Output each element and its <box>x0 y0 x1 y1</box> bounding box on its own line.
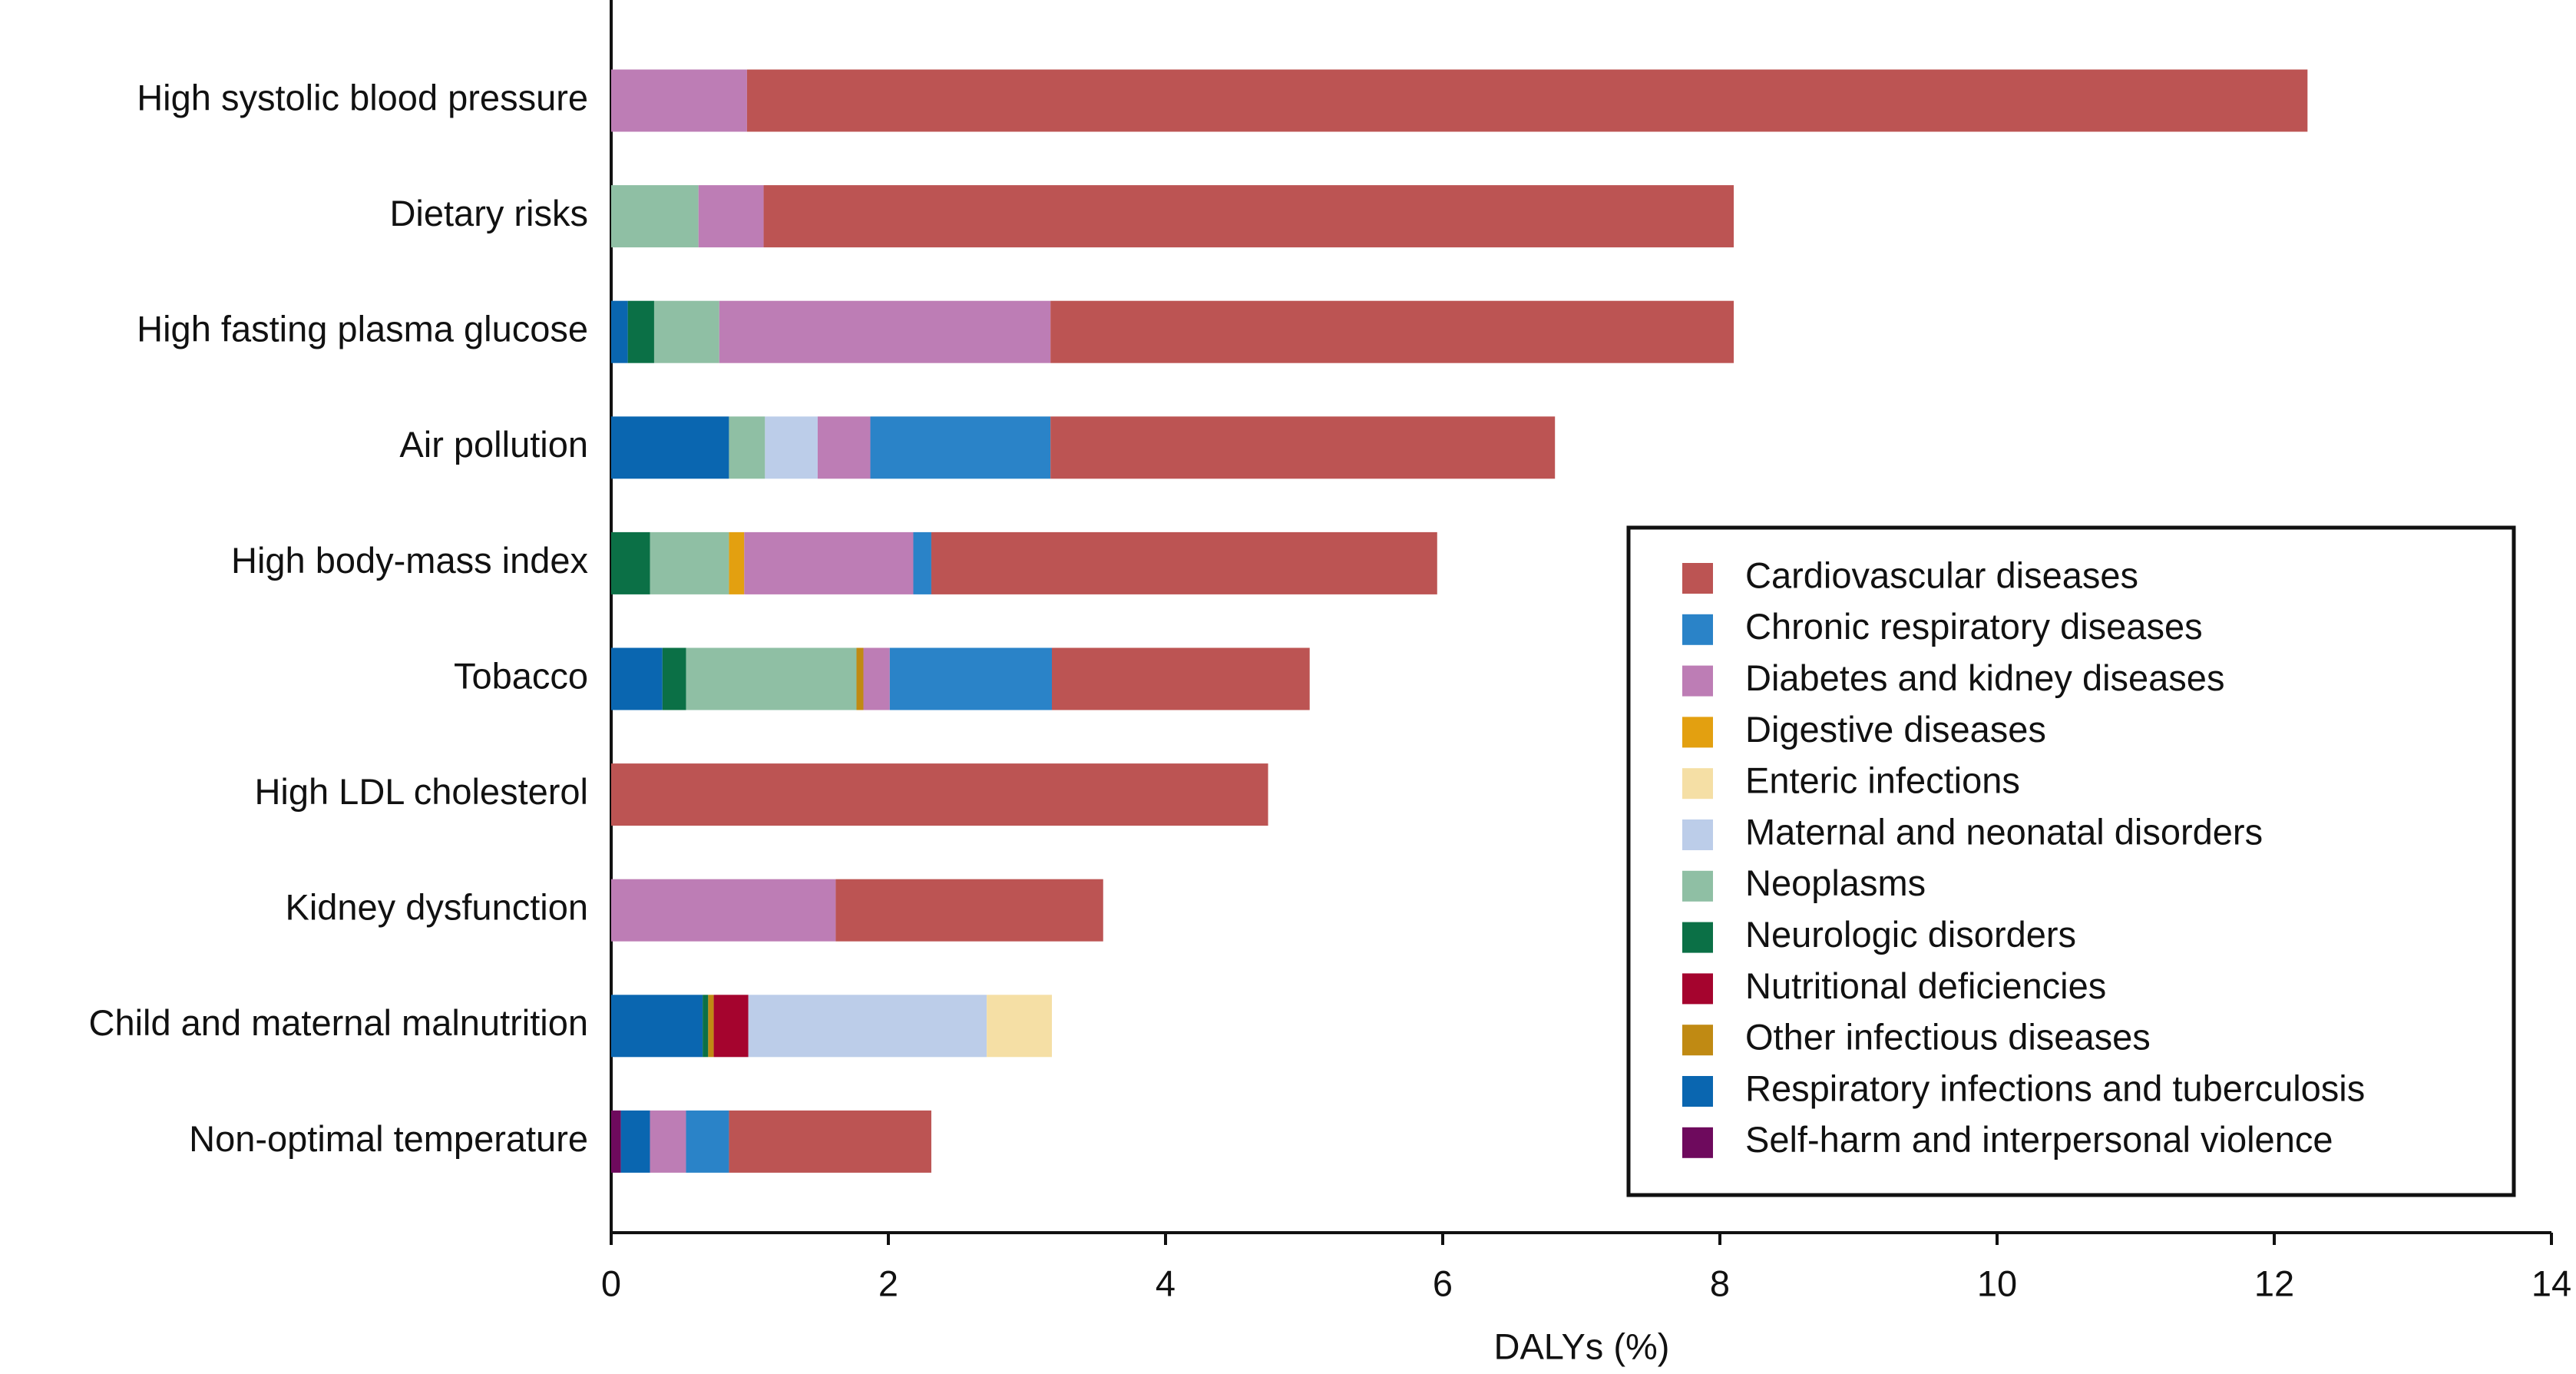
legend-label: Digestive diseases <box>1745 709 2046 750</box>
bar-segment <box>611 185 699 248</box>
bar-segment <box>729 1110 931 1173</box>
x-tick-label: 10 <box>1977 1263 2017 1303</box>
legend-swatch <box>1682 614 1713 645</box>
legend-label: Other infectious diseases <box>1745 1017 2151 1058</box>
y-tick-label: High fasting plasma glucose <box>137 309 588 349</box>
bar-segment <box>611 300 628 363</box>
x-tick-label: 8 <box>1710 1263 1730 1303</box>
bar-segment <box>686 1110 729 1173</box>
bar-segment <box>913 531 931 594</box>
legend-label: Maternal and neonatal disorders <box>1745 811 2263 852</box>
bar-segment <box>708 995 714 1058</box>
bar-segment <box>611 531 650 594</box>
bar-segment <box>889 647 1052 710</box>
y-tick-label: Dietary risks <box>389 193 588 233</box>
bar-segment <box>1050 416 1556 479</box>
bar-segment <box>611 995 703 1058</box>
bar-segment <box>650 531 729 594</box>
legend-swatch <box>1682 1127 1713 1158</box>
legend-label: Enteric infections <box>1745 760 2020 801</box>
legend-label: Diabetes and kidney diseases <box>1745 657 2224 698</box>
legend-swatch <box>1682 563 1713 594</box>
legend-label: Neoplasms <box>1745 862 1926 903</box>
bar-segment <box>662 647 686 710</box>
bar-segment <box>653 300 719 363</box>
x-tick-label: 12 <box>2254 1263 2294 1303</box>
bar-segment <box>686 647 857 710</box>
legend-label: Cardiovascular diseases <box>1745 555 2138 595</box>
legend-swatch <box>1682 973 1713 1005</box>
bar-segment <box>987 995 1052 1058</box>
legend-label: Chronic respiratory diseases <box>1745 606 2203 647</box>
legend-label: Nutritional deficiencies <box>1745 965 2106 1006</box>
bar-segment <box>719 300 1051 363</box>
legend-box <box>1626 525 2516 1197</box>
y-tick-label: High systolic blood pressure <box>137 77 588 118</box>
bar-segment <box>863 647 890 710</box>
y-tick-label: High body-mass index <box>231 540 588 581</box>
y-tick-label: High LDL cholesterol <box>254 771 588 812</box>
bar-segment <box>856 647 864 710</box>
bar-segment <box>611 416 729 479</box>
bar-segment <box>729 531 745 594</box>
legend-label: Self-harm and interpersonal violence <box>1745 1119 2333 1160</box>
bar-segment <box>611 879 836 942</box>
legend-swatch <box>1682 870 1713 902</box>
legend-label: Respiratory infections and tuberculosis <box>1745 1068 2365 1108</box>
bar-segment <box>870 416 1051 479</box>
legend-swatch <box>1682 717 1713 748</box>
x-tick-label: 6 <box>1433 1263 1453 1303</box>
bar-segment <box>713 995 749 1058</box>
legend-swatch <box>1682 1025 1713 1056</box>
bar-segment <box>611 647 663 710</box>
legend-swatch <box>1682 819 1713 850</box>
y-tick-label: Kidney dysfunction <box>285 887 588 928</box>
bar-segment <box>729 416 766 479</box>
bar-segment <box>620 1110 650 1173</box>
x-tick-label: 4 <box>1156 1263 1176 1303</box>
bar-segment <box>650 1110 686 1173</box>
bar-segment <box>746 69 2308 132</box>
bar-segment <box>835 879 1103 942</box>
y-tick-label: Child and maternal malnutrition <box>89 1002 589 1043</box>
legend-swatch <box>1682 768 1713 800</box>
x-axis-label: DALYs (%) <box>1494 1326 1670 1366</box>
x-tick-label: 2 <box>878 1263 898 1303</box>
x-tick-label: 14 <box>2531 1263 2571 1303</box>
legend-label: Neurologic disorders <box>1745 914 2076 955</box>
y-tick-label: Non-optimal temperature <box>189 1118 588 1159</box>
y-tick-label: Air pollution <box>399 424 588 465</box>
bar-segment <box>703 995 709 1058</box>
bar-segment <box>1050 300 1734 363</box>
legend-swatch <box>1682 922 1713 953</box>
bar-segment <box>611 1110 621 1173</box>
bar-segment <box>627 300 654 363</box>
x-tick-label: 0 <box>601 1263 621 1303</box>
y-tick-label: Tobacco <box>454 655 588 696</box>
bar-segment <box>763 185 1734 248</box>
bar-segment <box>698 185 764 248</box>
bar-segment <box>765 416 818 479</box>
legend-swatch <box>1682 1076 1713 1107</box>
bar-segment <box>744 531 914 594</box>
bar-segment <box>931 531 1437 594</box>
bar-segment <box>611 763 1268 826</box>
bar-segment <box>817 416 871 479</box>
bar-segment <box>748 995 987 1058</box>
bar-segment <box>1051 647 1310 710</box>
bar-segment <box>611 69 747 132</box>
legend-swatch <box>1682 665 1713 697</box>
